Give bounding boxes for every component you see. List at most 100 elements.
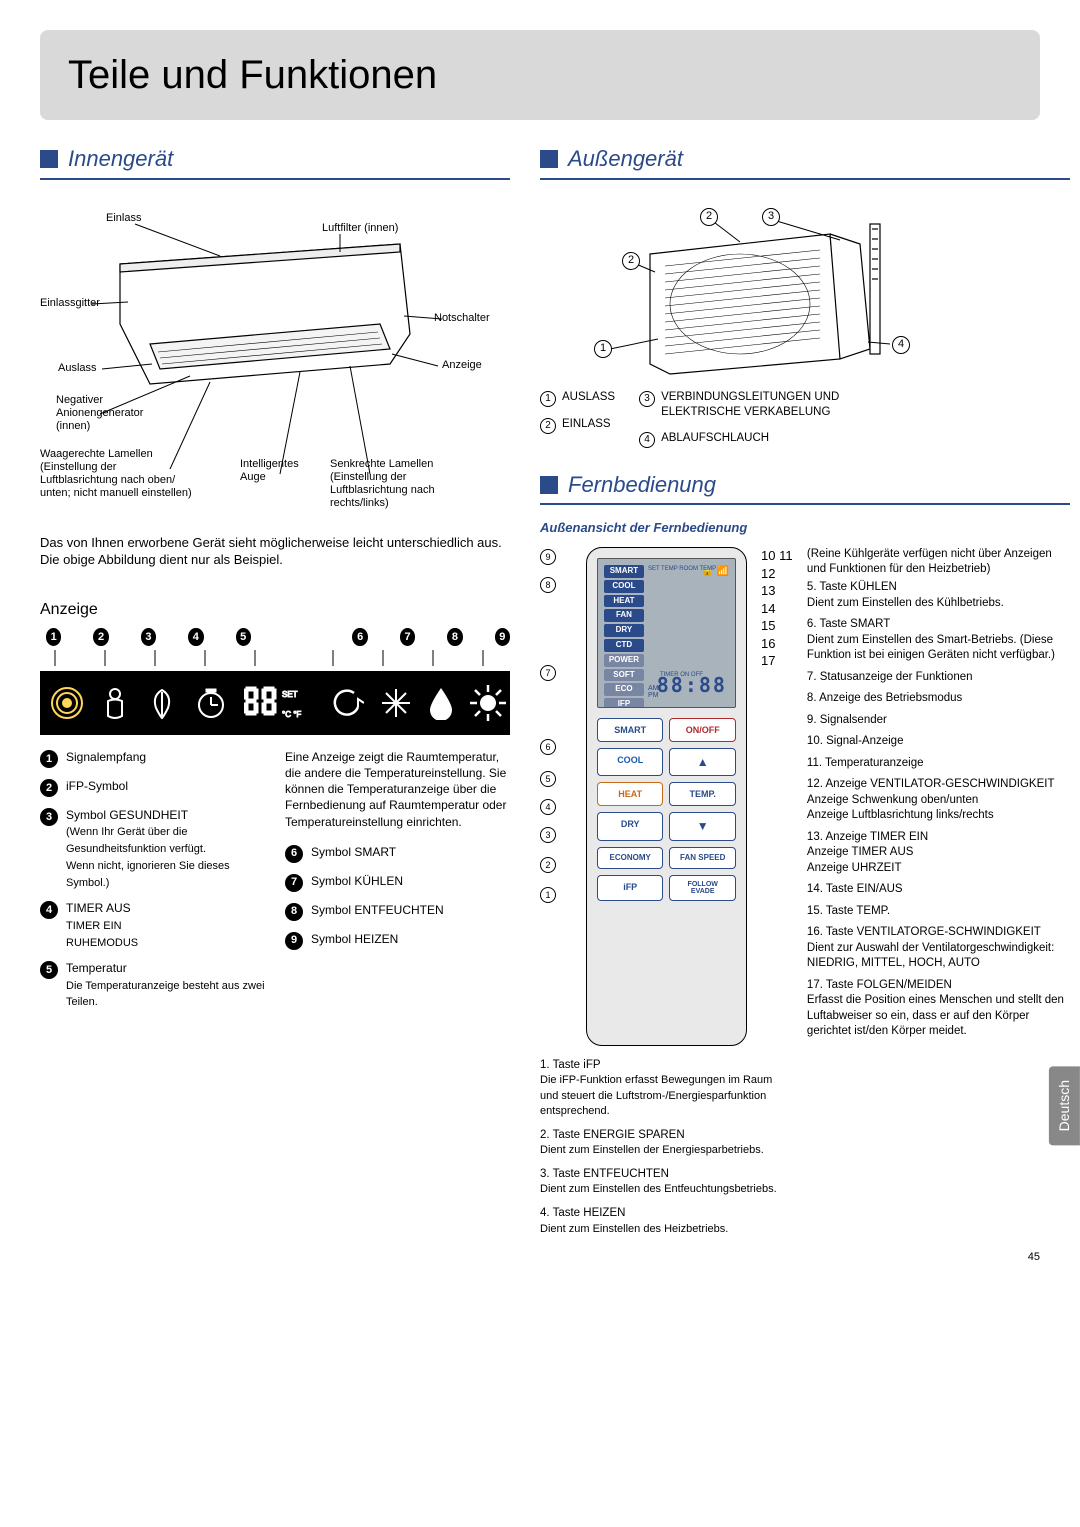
economy-button[interactable]: ECONOMY bbox=[597, 847, 664, 870]
remote-heading: Fernbedienung bbox=[568, 470, 716, 500]
lcd-smart: SMART bbox=[604, 565, 644, 578]
square-icon bbox=[540, 150, 558, 168]
lbl-filter: Luftfilter (innen) bbox=[322, 222, 398, 235]
l2t: Taste ENERGIE SPAREN bbox=[553, 1129, 685, 1141]
r14t: Taste EIN/AUS bbox=[826, 883, 903, 895]
num-7: 7 bbox=[400, 628, 415, 646]
lbl-disp: Anzeige bbox=[442, 359, 482, 372]
r16d: Dient zur Auswahl der Ventilatorgeschwin… bbox=[807, 942, 1054, 970]
num-row: 1 2 3 4 5 6 7 8 9 bbox=[40, 628, 510, 646]
leg-8: Symbol ENTFEUCHTEN bbox=[311, 902, 510, 921]
lbl-vert: Senkrechte Lamellen (Einstellung der Luf… bbox=[330, 458, 490, 511]
l1d: Die iFP-Funktion erfasst Bewegungen im R… bbox=[540, 1074, 772, 1117]
leg-5b: Eine Anzeige zeigt die Raumtemperatur, d… bbox=[285, 749, 510, 830]
lbl-horiz: Waagerechte Lamellen (Einstellung der Lu… bbox=[40, 448, 230, 501]
num-4: 4 bbox=[188, 628, 203, 646]
remote-box: SMART COOL HEAT FAN DRY CTD POWER SOFT E… bbox=[586, 547, 747, 1046]
health-icon bbox=[146, 684, 178, 722]
r7t: Statusanzeige der Funktionen bbox=[820, 671, 973, 683]
svg-text:SET: SET bbox=[282, 690, 298, 699]
leg-5s: Die Temperaturanzeige besteht aus zwei T… bbox=[66, 980, 265, 1009]
lbl-outlet: Auslass bbox=[58, 362, 97, 375]
leg-4s: TIMER EIN RUHEMODUS bbox=[66, 920, 138, 949]
num-3: 3 bbox=[141, 628, 156, 646]
num-6: 6 bbox=[352, 628, 367, 646]
remote-lcd: SMART COOL HEAT FAN DRY CTD POWER SOFT E… bbox=[597, 558, 736, 708]
leg-7: Symbol KÜHLEN bbox=[311, 873, 510, 892]
r13t: Anzeige TIMER EIN bbox=[825, 831, 928, 843]
section-head-outdoor: Außengerät bbox=[540, 144, 1070, 180]
language-tab: Deutsch bbox=[1049, 1066, 1080, 1145]
r15t: Taste TEMP. bbox=[826, 905, 890, 917]
lcd-power: POWER bbox=[604, 654, 644, 667]
square-icon bbox=[540, 476, 558, 494]
lcd-ctd: CTD bbox=[604, 639, 644, 652]
out-l2: EINLASS bbox=[562, 417, 611, 433]
timer-icon bbox=[194, 684, 228, 722]
out-n2a: 2 bbox=[700, 208, 718, 226]
cool-icon bbox=[380, 684, 412, 722]
square-icon bbox=[40, 150, 58, 168]
lbl-emergency: Notschalter bbox=[434, 312, 490, 325]
heat-icon bbox=[470, 684, 506, 722]
remote-right-list: (Reine Kühlgeräte verfügen nicht über An… bbox=[807, 547, 1070, 1046]
l3d: Dient zum Einstellen des Entfeuchtungsbe… bbox=[540, 1183, 777, 1195]
anzeige-heading: Anzeige bbox=[40, 599, 510, 621]
temp-button[interactable]: TEMP. bbox=[669, 782, 736, 806]
section-head-remote: Fernbedienung bbox=[540, 470, 1070, 506]
lcd-eco: ECO bbox=[604, 683, 644, 696]
r17t: Taste FOLGEN/MEIDEN bbox=[826, 979, 952, 991]
outdoor-heading: Außengerät bbox=[568, 144, 683, 174]
r5t: Taste KÜHLEN bbox=[820, 581, 897, 593]
out-l3: VERBINDUNGSLEITUNGEN UND ELEKTRISCHE VER… bbox=[661, 390, 919, 421]
leg-6: Symbol SMART bbox=[311, 844, 510, 863]
r13d: Anzeige TIMER AUS Anzeige UHRZEIT bbox=[807, 846, 914, 874]
onoff-button[interactable]: ON/OFF bbox=[669, 718, 736, 742]
title-bar: Teile und Funktionen bbox=[40, 30, 1040, 120]
num-8: 8 bbox=[447, 628, 462, 646]
r8t: Anzeige des Betriebsmodus bbox=[819, 692, 962, 704]
lcd-ifp: IFP bbox=[604, 698, 644, 708]
ifp-icon bbox=[100, 684, 130, 722]
follow-button[interactable]: FOLLOW EVADE bbox=[669, 875, 736, 901]
heat-button[interactable]: HEAT bbox=[597, 782, 664, 806]
lcd-soft: SOFT bbox=[604, 669, 644, 682]
up-button[interactable]: ▲ bbox=[669, 748, 736, 776]
remote-right-leaders: 10 11 12 13 14 15 16 17 bbox=[761, 547, 793, 1046]
outdoor-figure: 2 3 2 1 4 bbox=[540, 194, 1070, 384]
r5d: Dient zum Einstellen des Kühlbetriebs. bbox=[807, 597, 1004, 609]
num-1: 1 bbox=[46, 628, 61, 646]
outdoor-legend: 1AUSLASS 2EINLASS 3VERBINDUNGSLEITUNGEN … bbox=[540, 390, 1070, 448]
display-strip: SET °C °F bbox=[40, 671, 510, 735]
smart-icon bbox=[332, 684, 364, 722]
out-n2b: 2 bbox=[622, 252, 640, 270]
l2d: Dient zum Einstellen der Energiesparbetr… bbox=[540, 1144, 764, 1156]
lbl-anion: Negativer Anionengenerator (innen) bbox=[56, 394, 176, 434]
l1t: Taste iFP bbox=[553, 1059, 601, 1071]
lcd-cool: COOL bbox=[604, 580, 644, 593]
fanspeed-button[interactable]: FAN SPEED bbox=[669, 847, 736, 870]
remote-left-leaders: 9 8 7 6 5 4 3 2 1 bbox=[540, 547, 572, 1046]
l3t: Taste ENTFEUCHTEN bbox=[553, 1168, 669, 1180]
leg-5: Temperatur bbox=[66, 961, 127, 975]
page-title: Teile und Funktionen bbox=[68, 48, 1012, 102]
dry-button[interactable]: DRY bbox=[597, 812, 664, 840]
cool-button[interactable]: COOL bbox=[597, 748, 664, 776]
l4t: Taste HEIZEN bbox=[553, 1207, 626, 1219]
r16t: Taste VENTILATORGE-SCHWINDIGKEIT bbox=[826, 926, 1041, 938]
ifp-button[interactable]: iFP bbox=[597, 875, 664, 901]
r12t: Anzeige VENTILATOR-GESCHWINDIGKEIT bbox=[825, 778, 1054, 790]
out-l1: AUSLASS bbox=[562, 390, 615, 406]
indoor-note: Das von Ihnen erworbene Gerät sieht mögl… bbox=[40, 534, 510, 569]
page-number: 45 bbox=[1028, 1250, 1040, 1265]
r12d: Anzeige Schwenkung oben/unten Anzeige Lu… bbox=[807, 794, 994, 822]
r11t: Temperaturanzeige bbox=[825, 757, 923, 769]
leaders-top bbox=[40, 650, 510, 666]
down-button[interactable]: ▼ bbox=[669, 812, 736, 840]
remote-intro: (Reine Kühlgeräte verfügen nicht über An… bbox=[807, 547, 1070, 578]
smart-button[interactable]: SMART bbox=[597, 718, 664, 742]
lbl-inlet: Einlass bbox=[106, 212, 141, 225]
leg-3: Symbol GESUNDHEIT bbox=[66, 808, 188, 822]
dry-icon bbox=[428, 684, 454, 722]
lcd-heat: HEAT bbox=[604, 595, 644, 608]
